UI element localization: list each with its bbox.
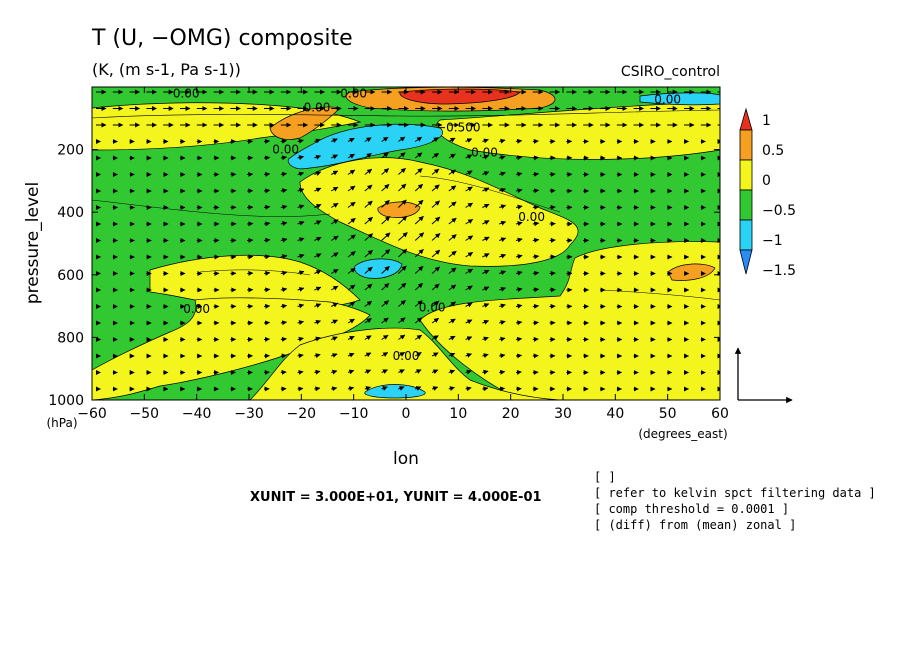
x-tick-label: 40 <box>606 406 624 422</box>
contour-label: 0.00 <box>183 302 210 316</box>
y-tick-label: 1000 <box>48 393 84 409</box>
wind-vector <box>264 306 270 307</box>
colorbar-label: −1 <box>762 233 783 249</box>
wind-vector <box>533 174 539 175</box>
x-tick-label: 0 <box>402 406 411 422</box>
colorbar-segment <box>740 220 752 250</box>
contour-label: 0.00 <box>393 349 420 363</box>
colorbar-segment <box>740 190 752 220</box>
y-tick-label: 600 <box>57 268 84 284</box>
note-line: [ ] <box>594 470 616 484</box>
colorbar-label: 1 <box>762 113 771 129</box>
wind-vector <box>533 339 539 340</box>
contour-label: 0.00 <box>272 143 299 157</box>
y-tick-label: 200 <box>57 143 84 159</box>
x-tick-label: −10 <box>339 406 369 422</box>
x-tick-label: 50 <box>659 406 677 422</box>
y-axis-unit: (hPa) <box>46 416 77 430</box>
colorbar-label: 0.5 <box>762 143 784 159</box>
contour-label: 0.00 <box>654 93 681 107</box>
x-tick-label: 20 <box>502 406 520 422</box>
y-axis-label: pressure_level <box>23 182 43 304</box>
chart-units: (K, (m s-1, Pa s-1)) <box>92 60 241 79</box>
note-line: [ (diff) from (mean) zonal ] <box>594 518 796 532</box>
wind-vector <box>533 141 539 142</box>
colorbar-label: 0 <box>762 173 771 189</box>
wind-vector <box>533 306 539 307</box>
reference-vector <box>738 348 792 400</box>
wind-vector <box>298 388 303 389</box>
wind-vector <box>516 372 521 373</box>
contour-label: 0.00 <box>471 146 498 160</box>
chart-title: T (U, −OMG) composite <box>91 26 353 51</box>
wind-vector <box>264 322 270 323</box>
x-tick-label: −20 <box>287 406 317 422</box>
x-tick-label: 60 <box>711 406 729 422</box>
x-tick-label: −30 <box>234 406 264 422</box>
colorbar-segment <box>740 130 752 160</box>
wind-vector <box>264 157 270 158</box>
contour-label: −0.500 <box>436 121 480 135</box>
wind-vector <box>516 355 522 356</box>
contour-label: 0.00 <box>173 86 200 100</box>
wind-vector <box>533 322 539 323</box>
colorbar-label: −1.5 <box>762 263 796 279</box>
wind-vector <box>264 190 270 191</box>
note-line: [ comp threshold = 0.0001 ] <box>594 502 789 516</box>
x-axis-label: lon <box>393 449 419 469</box>
colorbar: 1 0.5 0 −0.5 −1 −1.5 <box>740 109 796 279</box>
wind-vector <box>499 388 504 389</box>
colorbar-segment <box>740 160 752 190</box>
contour-label: 0.00 <box>304 100 331 114</box>
y-tick-label: 800 <box>57 330 84 346</box>
wind-vector <box>533 157 539 158</box>
notes: [ ] [ refer to kelvin spct filtering dat… <box>594 470 876 532</box>
vector-unit-text: XUNIT = 3.000E+01, YUNIT = 4.000E-01 <box>250 490 542 505</box>
x-axis-unit: (degrees_east) <box>638 427 727 441</box>
x-tick-label: 30 <box>554 406 572 422</box>
contour-label: 0.00 <box>419 301 446 315</box>
y-tick-label: 400 <box>57 205 84 221</box>
wind-vector <box>550 240 556 241</box>
x-tick-label: −40 <box>182 406 212 422</box>
wind-vector <box>264 289 270 290</box>
x-tick-label: −50 <box>130 406 160 422</box>
contour-label: 0.00 <box>518 210 545 224</box>
colorbar-label: −0.5 <box>762 203 796 219</box>
colorbar-top-arrow <box>740 109 752 130</box>
x-tick-label: 10 <box>449 406 467 422</box>
wind-vector <box>264 174 270 175</box>
wind-vector <box>281 355 287 356</box>
note-line: [ refer to kelvin spct filtering data ] <box>594 486 876 500</box>
colorbar-bottom-arrow <box>740 250 752 274</box>
dataset-label: CSIRO_control <box>621 64 720 80</box>
